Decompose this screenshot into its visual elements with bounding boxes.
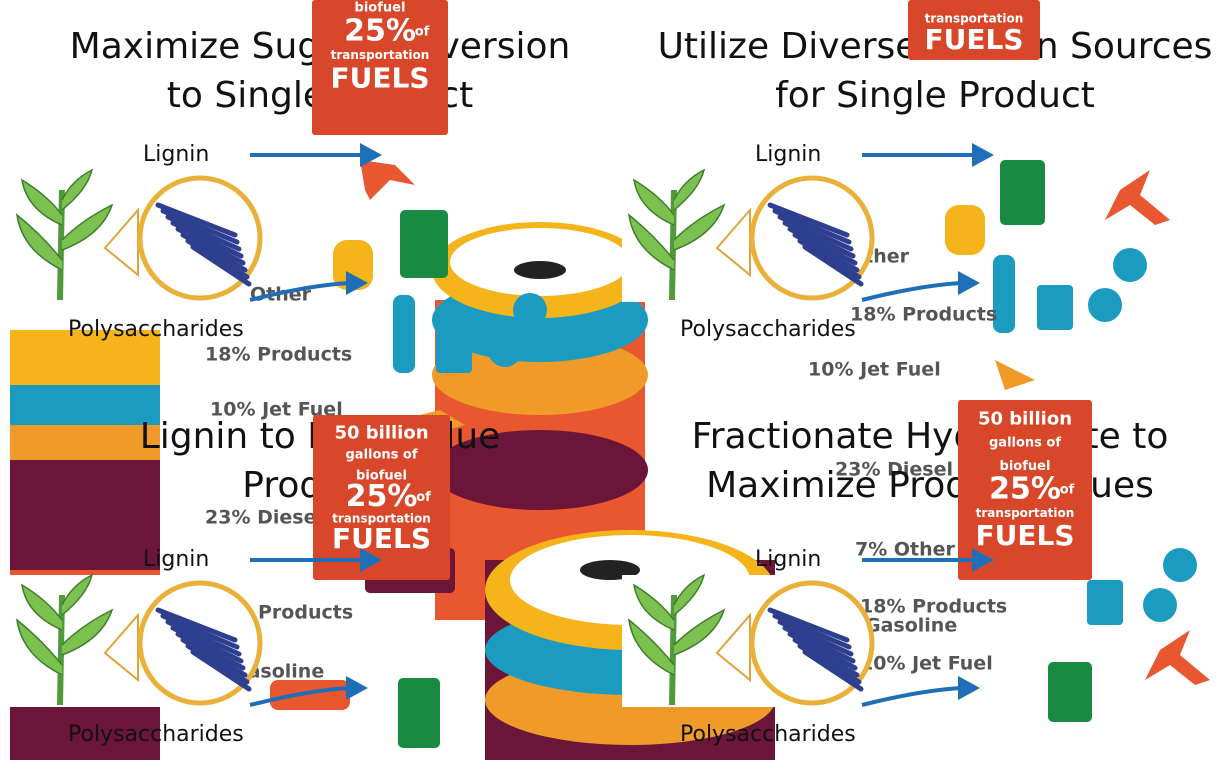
polysaccharides-label: Polysaccharides bbox=[68, 317, 244, 342]
poster-text: FUELS bbox=[925, 23, 1024, 56]
poster-text: of bbox=[415, 24, 430, 39]
poster-text: transportation bbox=[976, 506, 1075, 520]
infographic-label: Products bbox=[258, 602, 353, 624]
poster-text: gallons of bbox=[345, 447, 417, 462]
infographic-label: 18% Products bbox=[205, 344, 352, 366]
infographic-label: 18% Products bbox=[850, 304, 997, 326]
poster-text: 25% bbox=[346, 479, 418, 514]
poster-text: 25% bbox=[989, 472, 1061, 507]
infographic-label: Gasoline bbox=[865, 615, 957, 637]
infographic-label: 7% Other bbox=[855, 539, 956, 561]
poster-text: of bbox=[1060, 483, 1075, 498]
poster-text: FUELS bbox=[976, 519, 1075, 552]
corn-stalk bbox=[672, 190, 674, 300]
poster-text: gallons of bbox=[989, 436, 1061, 451]
infographic-label: 10% Jet Fuel bbox=[808, 359, 941, 381]
lignin-label: Lignin bbox=[755, 547, 821, 572]
panel-title: Fractionate Hydrolysate to bbox=[692, 416, 1169, 457]
poster-text: FUELS bbox=[332, 522, 431, 555]
polysaccharides-label: Polysaccharides bbox=[680, 317, 856, 342]
lignin-label: Lignin bbox=[143, 547, 209, 572]
corn-stalk bbox=[672, 595, 674, 705]
corn-stalk bbox=[60, 190, 62, 300]
lignin-label: Lignin bbox=[143, 142, 209, 167]
poster-text: transportation bbox=[331, 48, 430, 62]
infographic-label: 10% Jet Fuel bbox=[860, 653, 993, 675]
poster-text: FUELS bbox=[331, 61, 430, 94]
poster-text: of bbox=[416, 490, 431, 505]
lignin-label: Lignin bbox=[755, 142, 821, 167]
panel-title: for Single Product bbox=[775, 75, 1095, 116]
poster-text: 25% bbox=[344, 13, 416, 48]
collage: Other18% Products10% Jet Fuel23% Diesel … bbox=[0, 0, 1232, 760]
poster-text: 50 billion bbox=[334, 423, 428, 444]
poster-text: 50 billion bbox=[978, 409, 1072, 430]
polysaccharides-label: Polysaccharides bbox=[680, 722, 856, 747]
polysaccharides-label: Polysaccharides bbox=[68, 722, 244, 747]
corn-stalk bbox=[60, 595, 62, 705]
